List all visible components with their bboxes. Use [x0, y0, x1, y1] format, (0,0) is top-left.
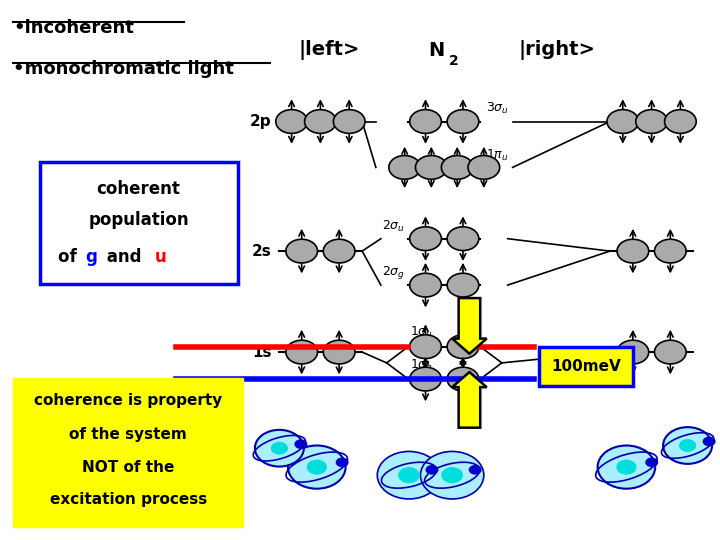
Text: N: N — [428, 40, 445, 59]
Text: of: of — [58, 248, 83, 266]
Circle shape — [645, 457, 658, 467]
Circle shape — [636, 110, 667, 133]
Circle shape — [286, 239, 318, 263]
Text: 2$\sigma_u$: 2$\sigma_u$ — [382, 219, 405, 234]
Circle shape — [441, 156, 473, 179]
Circle shape — [288, 446, 346, 489]
Circle shape — [607, 110, 639, 133]
Circle shape — [410, 273, 441, 297]
Text: 1$\sigma_g$: 1$\sigma_g$ — [410, 357, 433, 374]
Text: 2: 2 — [449, 54, 459, 68]
Circle shape — [665, 110, 696, 133]
Circle shape — [307, 460, 327, 475]
Text: of the system: of the system — [69, 427, 187, 442]
Circle shape — [410, 367, 441, 391]
Circle shape — [447, 273, 479, 297]
Text: 100meV: 100meV — [552, 359, 621, 374]
Circle shape — [617, 340, 649, 364]
Circle shape — [679, 439, 696, 452]
Text: |right>: |right> — [518, 40, 595, 60]
Circle shape — [654, 239, 686, 263]
Circle shape — [410, 227, 441, 251]
Circle shape — [663, 427, 712, 464]
Circle shape — [616, 460, 636, 475]
Circle shape — [336, 457, 348, 467]
Circle shape — [469, 465, 482, 475]
Text: coherent: coherent — [96, 180, 181, 198]
Circle shape — [323, 239, 355, 263]
Circle shape — [305, 110, 336, 133]
Text: 3$\sigma_u$: 3$\sigma_u$ — [486, 101, 509, 116]
Circle shape — [294, 440, 307, 449]
FancyArrow shape — [452, 372, 487, 428]
Circle shape — [255, 430, 304, 467]
Text: 2s: 2s — [252, 244, 271, 259]
Text: g: g — [85, 248, 96, 266]
Text: •monochromatic light: •monochromatic light — [13, 60, 234, 78]
Circle shape — [447, 335, 479, 359]
FancyArrow shape — [452, 298, 487, 354]
Circle shape — [410, 335, 441, 359]
Circle shape — [323, 340, 355, 364]
Circle shape — [276, 110, 307, 133]
Circle shape — [617, 239, 649, 263]
FancyBboxPatch shape — [539, 347, 633, 386]
Circle shape — [333, 110, 365, 133]
Circle shape — [415, 156, 447, 179]
Text: 2$\sigma_g$: 2$\sigma_g$ — [382, 264, 405, 281]
Circle shape — [468, 156, 500, 179]
Circle shape — [447, 367, 479, 391]
Circle shape — [447, 227, 479, 251]
Circle shape — [426, 465, 438, 475]
Circle shape — [441, 467, 463, 483]
Circle shape — [389, 156, 420, 179]
Text: |left>: |left> — [299, 40, 360, 60]
Circle shape — [703, 437, 716, 447]
Text: 1s: 1s — [252, 345, 271, 360]
FancyBboxPatch shape — [13, 378, 243, 526]
Text: and: and — [101, 248, 147, 266]
Circle shape — [654, 340, 686, 364]
Circle shape — [377, 451, 441, 499]
Text: population: population — [89, 211, 189, 230]
Text: 2p: 2p — [250, 114, 271, 129]
FancyBboxPatch shape — [40, 162, 238, 284]
Circle shape — [598, 446, 655, 489]
Text: u: u — [155, 248, 166, 266]
Circle shape — [447, 110, 479, 133]
Circle shape — [398, 467, 420, 483]
Text: •incoherent: •incoherent — [13, 19, 134, 37]
Circle shape — [271, 442, 288, 455]
Text: coherence is property: coherence is property — [34, 393, 222, 408]
Ellipse shape — [396, 460, 465, 491]
Text: 1$\pi_u$: 1$\pi_u$ — [486, 148, 508, 163]
Text: NOT of the: NOT of the — [82, 460, 174, 475]
Text: excitation process: excitation process — [50, 492, 207, 507]
Circle shape — [420, 451, 484, 499]
Circle shape — [410, 110, 441, 133]
Text: 1$\sigma_u$: 1$\sigma_u$ — [410, 325, 433, 340]
Circle shape — [286, 340, 318, 364]
